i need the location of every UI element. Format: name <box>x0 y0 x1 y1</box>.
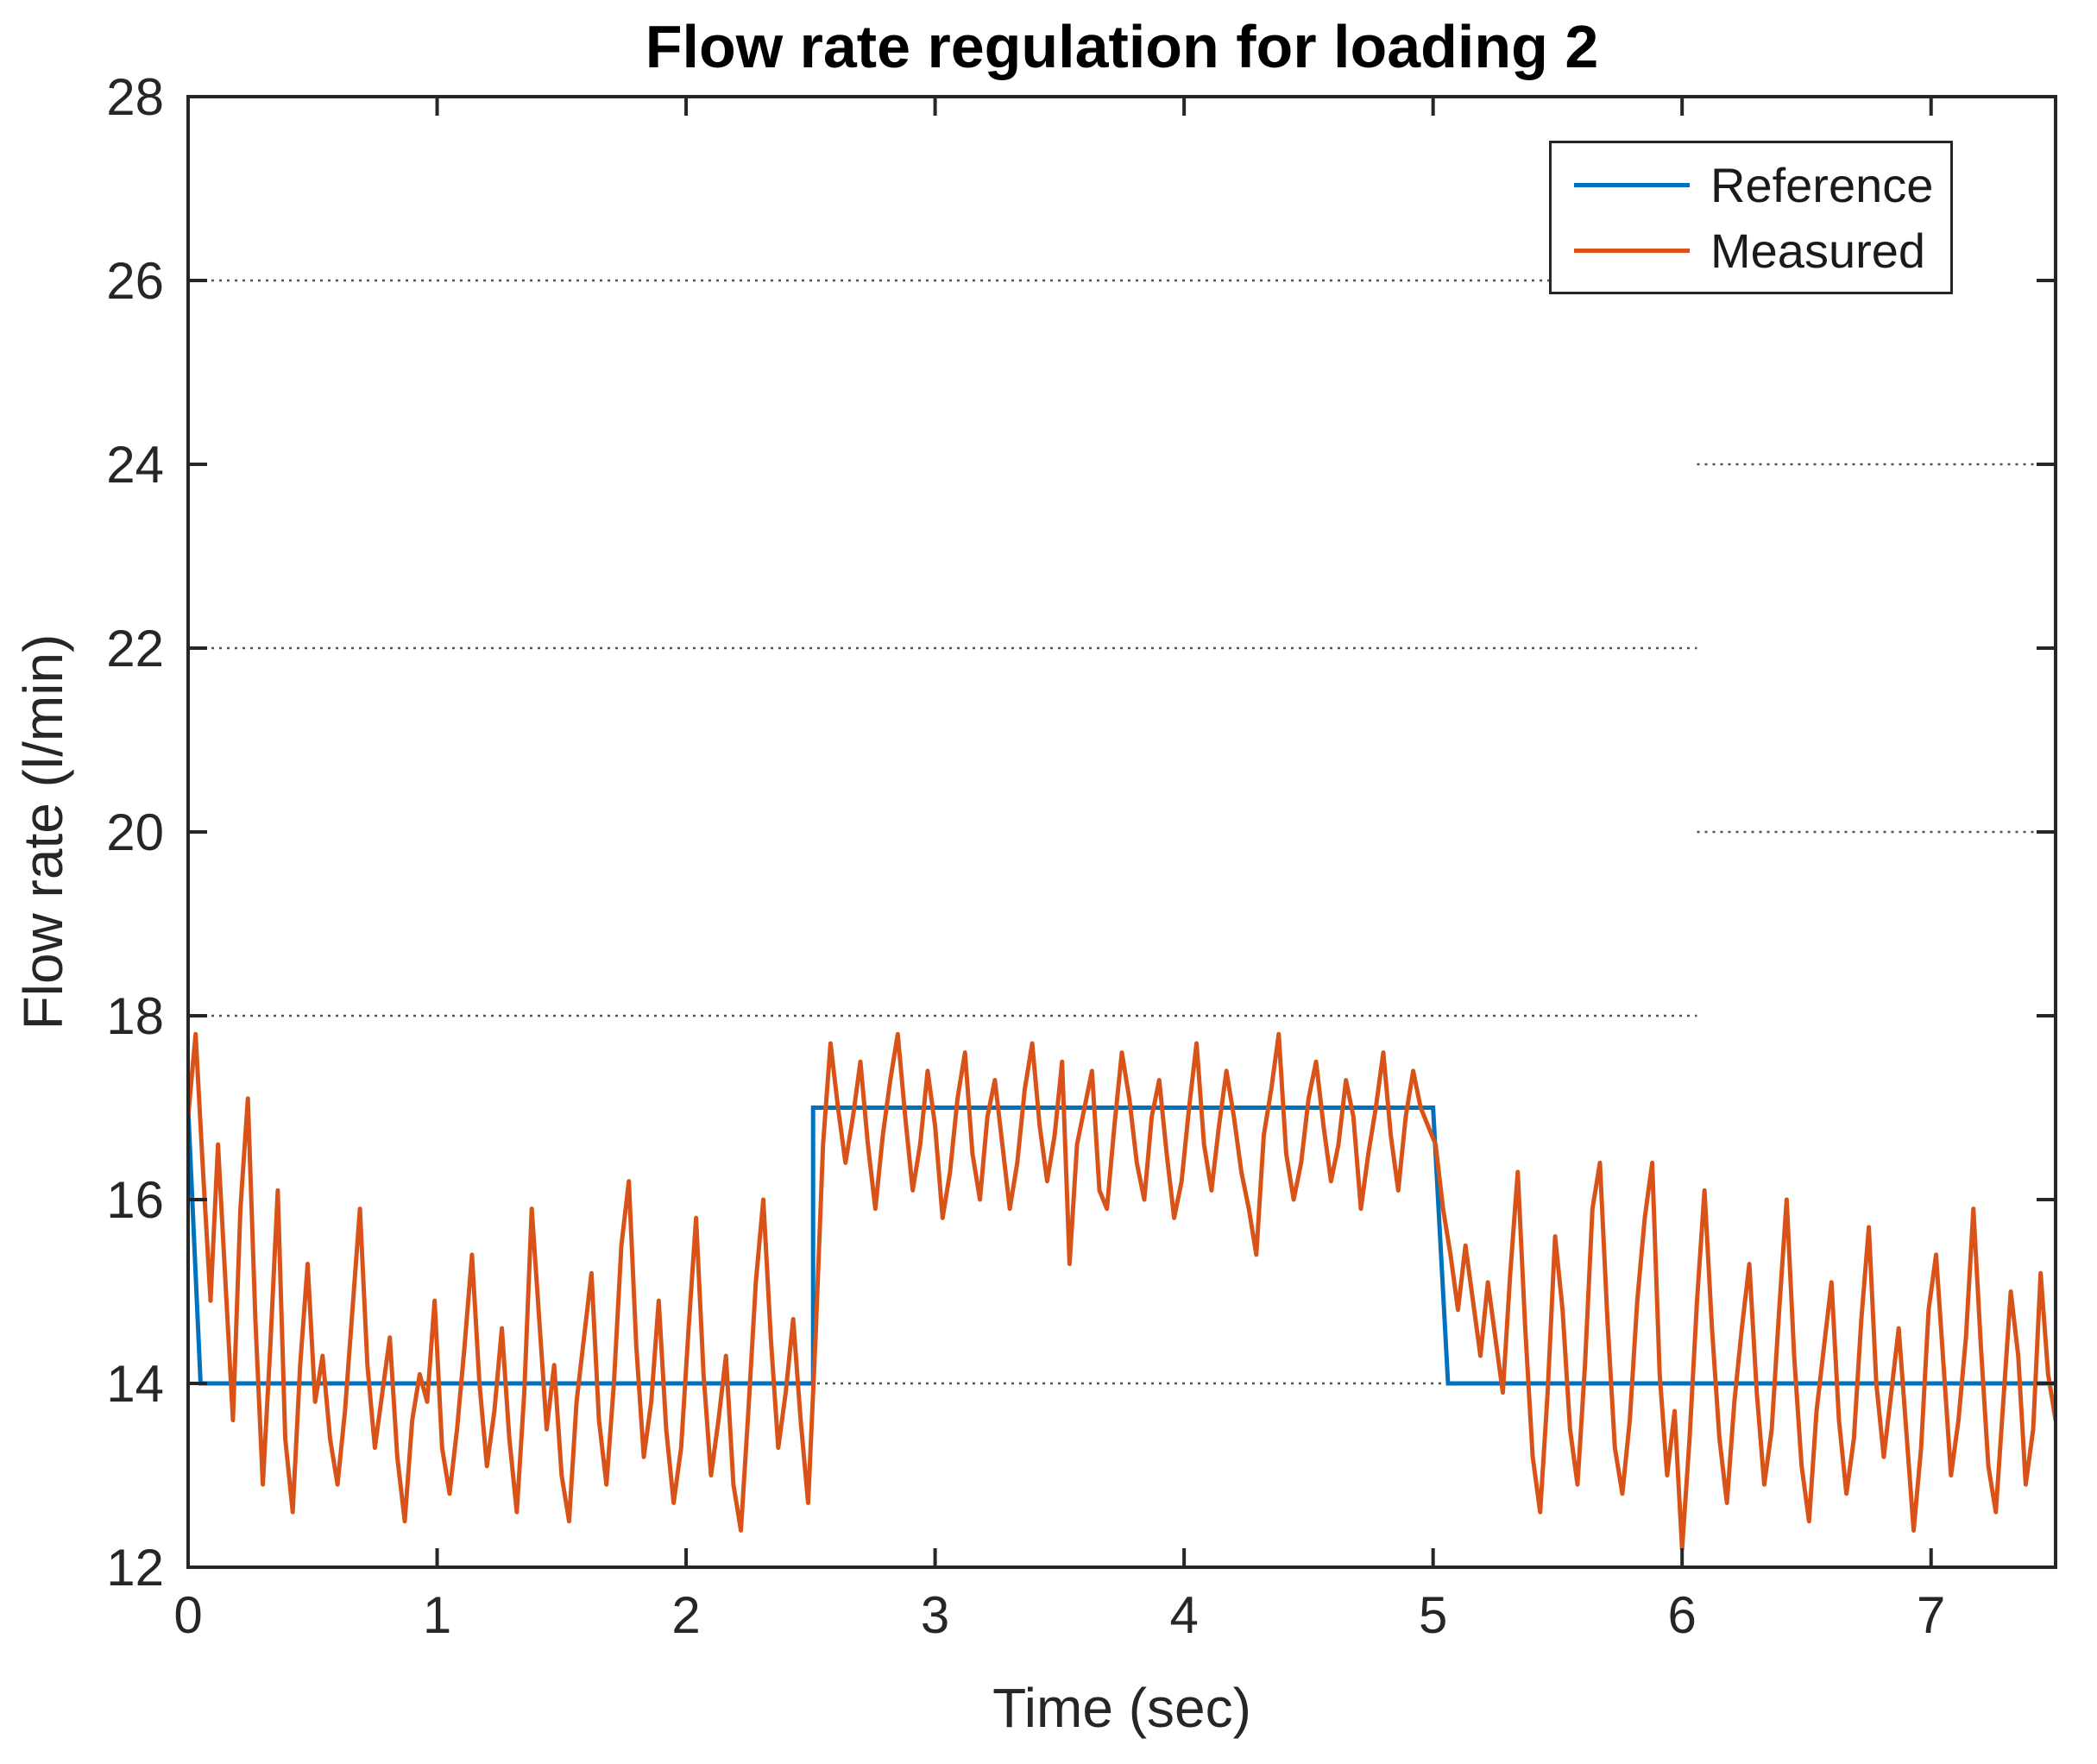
legend-entry-reference: Reference <box>1574 157 1950 213</box>
y-tick-label: 20 <box>106 803 164 861</box>
grid-layer <box>188 279 2056 1385</box>
y-tick-label: 18 <box>106 987 164 1045</box>
x-axis-label: Time (sec) <box>992 1677 1251 1739</box>
x-tick-label: 0 <box>173 1586 202 1644</box>
y-tick-label: 12 <box>106 1539 164 1597</box>
measured-line-swatch <box>1574 248 1690 253</box>
measured-series-line <box>188 1031 2056 1552</box>
y-axis-label: Flow rate (l/min) <box>12 633 74 1030</box>
y-tick-label: 16 <box>106 1171 164 1229</box>
y-tick-label: 14 <box>106 1355 164 1413</box>
reference-line-swatch <box>1574 182 1690 187</box>
y-tick-label: 26 <box>106 252 164 310</box>
y-tick-label: 22 <box>106 620 164 677</box>
legend-label-measured: Measured <box>1710 223 1926 278</box>
data-layer <box>188 1031 2056 1552</box>
x-tick-label: 7 <box>1917 1586 1945 1644</box>
x-tick-label: 6 <box>1668 1586 1697 1644</box>
y-tick-label: 24 <box>106 436 164 494</box>
x-tick-label: 2 <box>671 1586 700 1644</box>
axis-layer <box>186 95 2057 1569</box>
x-tick-label: 5 <box>1419 1586 1447 1644</box>
x-tick-label: 4 <box>1169 1586 1198 1644</box>
x-tick-label: 1 <box>423 1586 451 1644</box>
x-tick-label: 3 <box>921 1586 949 1644</box>
y-tick-label: 28 <box>106 68 164 126</box>
legend-entry-measured: Measured <box>1574 223 1950 279</box>
chart-title: Flow rate regulation for loading 2 <box>645 13 1599 80</box>
legend: Reference Measured <box>1549 141 1953 294</box>
legend-label-reference: Reference <box>1710 157 1934 212</box>
